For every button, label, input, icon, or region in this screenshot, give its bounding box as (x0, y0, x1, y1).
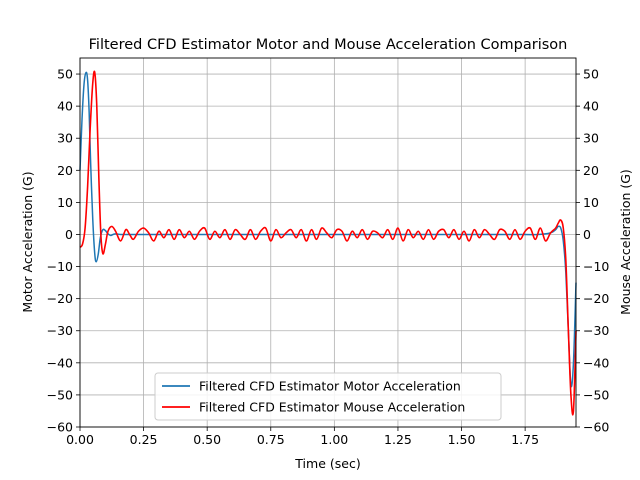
legend: Filtered CFD Estimator Motor Acceleratio… (154, 372, 502, 421)
x-tick-label: 0.25 (130, 432, 158, 447)
grid-lines (79, 58, 576, 428)
plot-frame (79, 57, 577, 428)
chart-title: Filtered CFD Estimator Motor and Mouse A… (89, 37, 568, 53)
x-tick-label: 0.75 (257, 432, 285, 447)
y-left-tick-label: −40 (47, 355, 73, 370)
y-right-tick-label: 40 (583, 99, 599, 114)
y-left-tick-label: −10 (47, 259, 73, 274)
y-left-tick-label: −60 (47, 420, 73, 435)
y-right-tick-label: −20 (583, 291, 609, 306)
y-axis-right-label: Mouse Acceleration (G) (618, 169, 633, 315)
y-left-tick-label: −50 (47, 387, 73, 402)
y-left-tick-label: 20 (57, 163, 73, 178)
x-tick-label: 1.75 (511, 432, 539, 447)
y-axis-left-label: Motor Acceleration (G) (20, 171, 35, 312)
series-line-mouse (79, 70, 577, 416)
y-axis-right-ticks: −60 −50 −40 −30 −20 −10 0 10 20 30 40 50 (576, 67, 609, 435)
y-left-tick-label: −20 (47, 291, 73, 306)
legend-box (154, 372, 502, 421)
x-tick-label: 0.50 (193, 432, 221, 447)
y-axis-left-ticks: −60 −50 −40 −30 −20 −10 0 10 20 30 40 50 (47, 67, 80, 435)
x-axis-label: Time (sec) (294, 456, 360, 471)
y-left-tick-label: 40 (57, 99, 73, 114)
y-left-tick-label: 0 (65, 227, 73, 242)
x-tick-label: 1.25 (384, 432, 412, 447)
y-right-tick-label: 20 (583, 163, 599, 178)
y-left-tick-label: 50 (57, 67, 73, 82)
y-right-tick-label: 10 (583, 195, 599, 210)
y-right-tick-label: −30 (583, 323, 609, 338)
y-right-tick-label: −40 (583, 355, 609, 370)
x-axis-ticks: 0.00 0.25 0.50 0.75 1.00 1.25 1.50 1.75 (66, 427, 539, 447)
y-left-tick-label: 30 (57, 131, 73, 146)
x-tick-label: 1.50 (448, 432, 476, 447)
y-right-tick-label: −60 (583, 420, 609, 435)
y-right-tick-label: 50 (583, 67, 599, 82)
legend-label-motor: Filtered CFD Estimator Motor Acceleratio… (199, 379, 461, 394)
x-tick-label: 0.00 (66, 432, 94, 447)
y-left-tick-label: −30 (47, 323, 73, 338)
series-line-motor (79, 71, 577, 388)
y-right-tick-label: 0 (583, 227, 591, 242)
y-left-tick-label: 10 (57, 195, 73, 210)
legend-label-mouse: Filtered CFD Estimator Mouse Acceleratio… (199, 400, 465, 415)
x-tick-label: 1.00 (320, 432, 348, 447)
y-right-tick-label: 30 (583, 131, 599, 146)
y-right-tick-label: −10 (583, 259, 609, 274)
y-right-tick-label: −50 (583, 387, 609, 402)
series-lines (79, 70, 577, 416)
